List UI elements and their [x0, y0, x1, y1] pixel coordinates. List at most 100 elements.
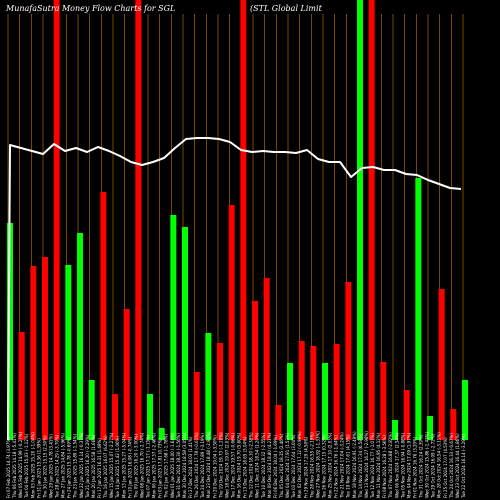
money-flow-bar — [310, 346, 317, 440]
money-flow-bar — [462, 380, 468, 440]
x-tick-label: Tue 21 Jan 2025 16.20 (-2.29%) — [85, 434, 90, 499]
x-tick-label: Wed 13 Nov 2024 16.27 (-2.98%) — [364, 431, 369, 498]
x-tick-label: Mon 11 Nov 2024 16.95 (4.12%) — [376, 432, 381, 498]
x-tick-label: Wed 27 Nov 2024 16.92 (-1.33%) — [315, 431, 320, 498]
money-flow-bar — [123, 309, 130, 440]
x-tick-label: Mon 03 Feb 2025 15.20 (-1.04%) — [30, 432, 35, 498]
x-tick-label: Thu 12 Dec 2024 18.10 (-2.38%) — [249, 432, 254, 499]
x-tick-label: Fri 03 Jan 2025 17.81 (0.73%) — [158, 438, 163, 498]
x-tick-label: Thu 28 Nov 2024 16.55 (-2.19%) — [309, 432, 314, 499]
x-tick-label: Tue 05 Nov 2024 16.94 (-0.88%) — [400, 433, 405, 499]
x-tick-label: Wed 15 Jan 2025 15.07 (-2.27%) — [109, 432, 114, 498]
x-tick-label: Thu 02 Jan 2025 17.68 (-1.78%) — [164, 434, 169, 499]
x-tick-label: Wed 23 Oct 2024 16.44 (1.86%) — [455, 433, 460, 498]
money-flow-bar — [403, 390, 410, 440]
x-tick-label: Wed 22 Jan 2025 16.14 (-0.37%) — [79, 432, 84, 498]
x-tick-label: Fri 17 Jan 2025 16.31 (1.49%) — [97, 438, 102, 498]
money-flow-bar — [18, 332, 25, 440]
x-tick-label: Thu 14 Nov 2024 17.34 (6.58%) — [358, 433, 363, 499]
x-tick-label: Mon 13 Jan 2025 15.27 (-5.04%) — [121, 433, 126, 498]
x-tick-label: Thu 07 Nov 2024 16.88 (-2.82%) — [388, 432, 393, 499]
x-tick-label: Mon 20 Jan 2025 16.58 (1.66%) — [91, 434, 96, 498]
money-flow-bar — [287, 363, 293, 440]
x-tick-label: Mon 02 Dec 2024 17.12 (-0.99%) — [297, 431, 302, 498]
money-flow-bar — [263, 278, 270, 440]
money-flow-bar — [217, 343, 223, 440]
price-line-layer — [7, 137, 462, 441]
x-tick-label: Tue 07 Jan 2025 17.17 (-1.15%) — [146, 434, 151, 499]
x-tick-label: Thu 26 Dec 2024 17.78 (-0.61%) — [194, 432, 199, 499]
money-flow-bar — [65, 265, 72, 440]
x-tick-label: Fri 06 Dec 2024 18.04 (-1.69%) — [273, 435, 278, 498]
x-tick-label: Mon 23 Dec 2024 18.48 (-2.94%) — [206, 431, 211, 498]
x-tick-label: Fri 01 Nov 2024 16.76 (3.20%) — [412, 436, 417, 498]
money-flow-bar — [380, 362, 387, 440]
x-tick-label: Wed 18 Dec 2024 19.97 (2.03%) — [224, 432, 229, 498]
money-flow-bar — [205, 333, 212, 440]
money-flow-bar — [77, 233, 83, 440]
chart-title-left: MunafaSutra Money Flow Charts for SGL — [5, 4, 175, 13]
money-flow-bar — [438, 289, 445, 440]
money-flow-bar — [240, 0, 247, 440]
money-flow-bar — [345, 282, 352, 440]
money-flow-bar — [322, 363, 328, 440]
x-tick-label: Wed 06 Nov 2024 17.37 (2.54%) — [394, 432, 399, 498]
x-tick-label: Wed 11 Dec 2024 18.54 (1.20%) — [255, 432, 260, 498]
x-tick-label: Tue 31 Dec 2024 18.30 (-1.50%) — [176, 433, 181, 499]
x-tick-label: Wed 29 Jan 2025 14.78 (3.41%) — [48, 434, 53, 498]
x-tick-label: Fri 07 Feb 2025 14.74 (3.97%) — [6, 437, 11, 498]
x-tick-label: Fri 25 Oct 2024 17.07 (4.53%) — [443, 437, 448, 498]
x-tick-label: Thu 30 Jan 2025 15.15 (2.50%) — [42, 435, 47, 499]
x-tick-label: Tue 10 Dec 2024 18.32 (-2.55%) — [261, 433, 266, 499]
money-flow-bar — [252, 301, 258, 440]
money-flow-bars — [7, 0, 468, 440]
x-tick-label: Tue 04 Feb 2025 15.03 (-1.12%) — [24, 433, 29, 499]
x-tick-label: Tue 14 Jan 2025 15.42 (1.00%) — [115, 436, 120, 499]
x-tick-label: Tue 12 Nov 2024 16.77 (-1.07%) — [370, 433, 375, 499]
money-flow-bar — [147, 394, 153, 440]
x-tick-label: Mon 27 Jan 2025 14.84 (-5.96%) — [61, 433, 66, 498]
chart-title-right: (STL Global Limit — [250, 4, 323, 13]
x-tick-label: Fri 27 Dec 2024 18.03 (1.41%) — [188, 436, 193, 498]
x-tick-label: Thu 23 Jan 2025 15.89 (-1.54%) — [73, 434, 78, 499]
x-tick-label: Mon 28 Oct 2024 16.54 (-3.11%) — [437, 432, 442, 498]
x-tick-label: Fri 22 Nov 2024 16.76 (-1.64%) — [334, 435, 339, 498]
x-tick-label: Wed 01 Jan 2025 18.00 (-1.64%) — [170, 432, 175, 498]
money-flow-bar — [275, 405, 282, 440]
x-tick-label: Thu 16 Jan 2025 16.07 (6.62%) — [103, 435, 108, 499]
money-flow-bar — [298, 341, 305, 440]
x-tick-label: Mon 30 Dec 2024 18.58 (3.05%) — [182, 432, 187, 498]
money-flow-bar — [357, 0, 363, 440]
price-line — [7, 137, 462, 441]
x-tick-label: Tue 22 Oct 2024 16.14 (-3.29%) — [461, 433, 466, 499]
x-tick-label: Fri 13 Dec 2024 18.65 (3.04%) — [243, 436, 248, 498]
x-tick-label: Fri 29 Nov 2024 17.29 (4.50%) — [303, 436, 308, 498]
x-tick-label: Thu 24 Oct 2024 16.33 (-0.67%) — [449, 433, 454, 499]
x-tick-label: Mon 09 Dec 2024 18.80 (4.21%) — [267, 432, 272, 498]
x-tick-label: Wed 30 Oct 2024 15.86 (-1.43%) — [425, 432, 430, 498]
x-tick-label: Wed 08 Jan 2025 16.70 (-2.74%) — [139, 432, 144, 498]
x-tick-label: Tue 03 Dec 2024 17.64 (3.00%) — [291, 434, 296, 499]
money-flow-bar — [135, 0, 142, 440]
x-tick-label: Tue 19 Nov 2024 17.61 (4.15%) — [346, 434, 351, 499]
x-tick-label: Mon 25 Nov 2024 17.10 (2.03%) — [328, 432, 333, 498]
money-flow-bar — [333, 344, 340, 440]
x-tick-label: Fri 31 Jan 2025 15.36 (1.39%) — [36, 438, 41, 498]
money-flow-bar — [415, 178, 422, 440]
x-tick-label: Fri 08 Nov 2024 16.28 (-3.56%) — [382, 435, 387, 498]
x-axis-tick-labels: Fri 07 Feb 2025 14.74 (3.97%) Thu 06 Feb … — [6, 431, 466, 499]
x-tick-label: Fri 10 Jan 2025 16.08 (-0.74%) — [127, 436, 132, 498]
x-tick-label: Tue 26 Nov 2024 17.15 (0.32%) — [321, 434, 326, 499]
x-tick-label: Mon 04 Nov 2024 17.09 (1.97%) — [406, 432, 411, 498]
money-flow-bar — [228, 205, 235, 440]
x-tick-label: Thu 19 Dec 2024 19.73 (-1.20%) — [218, 432, 223, 499]
money-flow-bar — [368, 0, 375, 440]
money-flow-bar — [170, 215, 177, 440]
x-tick-label: Wed 04 Dec 2024 17.91 (1.53%) — [285, 432, 290, 498]
money-flow-bar — [112, 394, 118, 440]
money-flow-bar — [450, 409, 457, 440]
money-flow-bar — [42, 257, 48, 440]
x-tick-label: Thu 09 Jan 2025 16.20 (-3.00%) — [133, 434, 138, 499]
money-flow-bar — [100, 192, 107, 440]
